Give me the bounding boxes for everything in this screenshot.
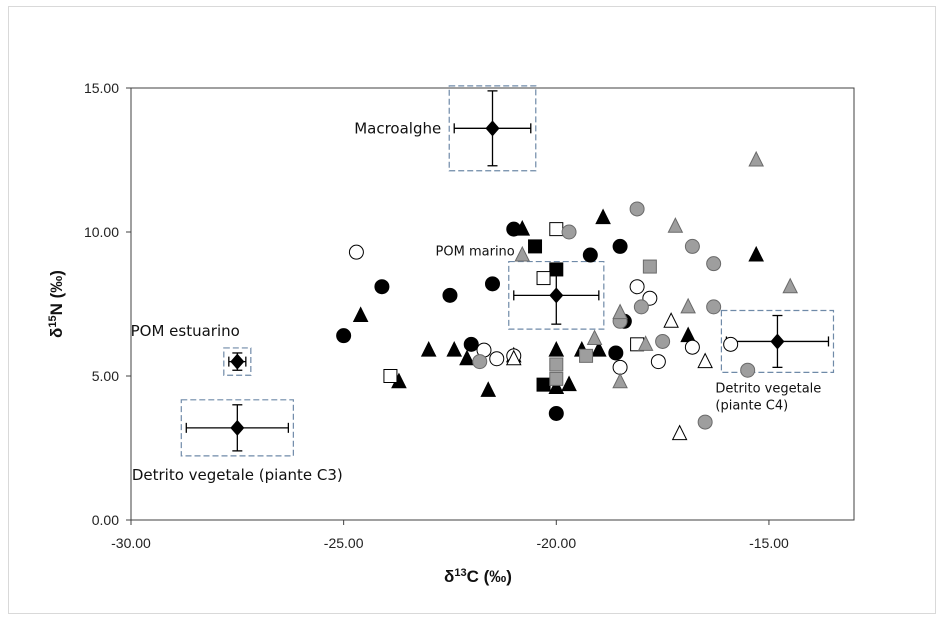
- source-box: [720, 309, 835, 373]
- y-tick-label: 0.00: [92, 512, 119, 528]
- white-square-point: [549, 222, 564, 237]
- y-axis-title: δ15N (‰): [47, 270, 66, 338]
- white-square-point: [383, 369, 398, 383]
- black-triangle-point: [514, 220, 531, 236]
- black-circle-point: [336, 328, 352, 344]
- black-triangle-point: [352, 306, 369, 323]
- grey-circle-point: [629, 201, 645, 217]
- source-box: [180, 399, 294, 457]
- white-circle-point: [612, 359, 628, 375]
- source-mean-diamond: [485, 120, 500, 137]
- grey-triangle-point: [748, 150, 764, 167]
- white-triangle-point: [663, 312, 679, 328]
- ticks-layer: -30.00 -25.00 -20.00 -15.00 0.00 5.00 10.00 15.…: [84, 80, 789, 551]
- source-label: Macroalghe: [354, 119, 441, 137]
- source-mean-diamond: [770, 333, 785, 350]
- grey-square-point: [549, 371, 564, 386]
- black-square-point: [549, 262, 564, 277]
- white-square-point: [536, 271, 551, 286]
- grey-circle-point: [561, 224, 577, 240]
- white-circle-point: [650, 354, 666, 370]
- grey-circle-point: [706, 256, 722, 272]
- grey-square-point: [579, 348, 594, 363]
- black-square-point: [528, 239, 543, 254]
- grey-circle-point: [740, 362, 756, 378]
- grey-circle-point: [697, 414, 713, 430]
- black-triangle-point: [548, 378, 565, 395]
- source-box: [448, 85, 537, 172]
- black-circle-point: [548, 405, 564, 421]
- source-label: POM marino: [436, 245, 515, 260]
- grey-circle-point: [633, 299, 649, 315]
- white-circle-point: [629, 279, 645, 295]
- x-tick-label: -25.00: [324, 535, 364, 551]
- grey-triangle-point: [637, 335, 654, 351]
- black-triangle-point: [748, 245, 764, 262]
- black-circle-point: [608, 345, 624, 361]
- grey-triangle-point: [680, 297, 696, 314]
- black-circle-point: [442, 287, 458, 303]
- x-tick-label: -20.00: [536, 535, 576, 551]
- black-circle-point: [612, 238, 628, 254]
- y-tick-label: 5.00: [92, 368, 119, 384]
- points-layer: [336, 150, 799, 441]
- grey-triangle-point: [514, 245, 531, 262]
- black-triangle-point: [548, 340, 565, 357]
- black-circle-point: [374, 279, 390, 295]
- source-label: POM estuarino: [131, 322, 240, 340]
- source-box: [223, 347, 252, 376]
- white-triangle-point: [697, 352, 713, 369]
- white-triangle-point: [505, 349, 522, 366]
- white-circle-point: [348, 244, 364, 260]
- white-triangle-point: [671, 424, 688, 441]
- black-triangle-point: [480, 381, 497, 397]
- grey-triangle-point: [667, 217, 684, 233]
- white-circle-point: [723, 336, 739, 352]
- source-label: Detrito vegetale (piante C4): [715, 381, 821, 413]
- black-circle-point: [582, 247, 598, 263]
- grey-triangle-point: [782, 277, 799, 294]
- black-square-point: [536, 377, 551, 392]
- source-mean-diamond: [549, 287, 564, 304]
- grey-triangle-point: [612, 303, 628, 320]
- x-tick-label: -15.00: [749, 535, 789, 551]
- black-triangle-point: [591, 340, 607, 357]
- grey-circle-point: [684, 238, 700, 254]
- source-label: Detrito vegetale (piante C3): [132, 466, 343, 484]
- black-triangle-point: [459, 349, 475, 366]
- grey-square-point: [642, 259, 657, 274]
- sources-layer: Macroalghe POM marino POM estuarino Detrito…: [131, 85, 835, 484]
- black-circle-point: [463, 336, 479, 352]
- source-mean-diamond: [230, 353, 245, 370]
- black-triangle-point: [561, 375, 577, 392]
- black-triangle-point: [446, 340, 463, 357]
- x-tick-label: -30.00: [111, 535, 151, 551]
- y-tick-label: 15.00: [84, 80, 119, 96]
- source-mean-diamond: [230, 419, 245, 436]
- grey-triangle-point: [612, 372, 628, 389]
- y-tick-label: 10.00: [84, 224, 119, 240]
- black-triangle-point: [420, 340, 437, 357]
- x-axis-title: δ13C (‰): [444, 567, 512, 586]
- source-box: [508, 260, 605, 330]
- white-circle-point: [489, 351, 505, 367]
- black-triangle-point: [595, 208, 611, 225]
- grey-circle-point: [472, 354, 488, 370]
- grey-circle-point: [706, 299, 722, 315]
- white-circle-point: [684, 339, 700, 355]
- grey-circle-point: [655, 333, 671, 349]
- grey-square-point: [549, 357, 564, 372]
- black-circle-point: [485, 276, 500, 292]
- grey-triangle-point: [586, 329, 603, 346]
